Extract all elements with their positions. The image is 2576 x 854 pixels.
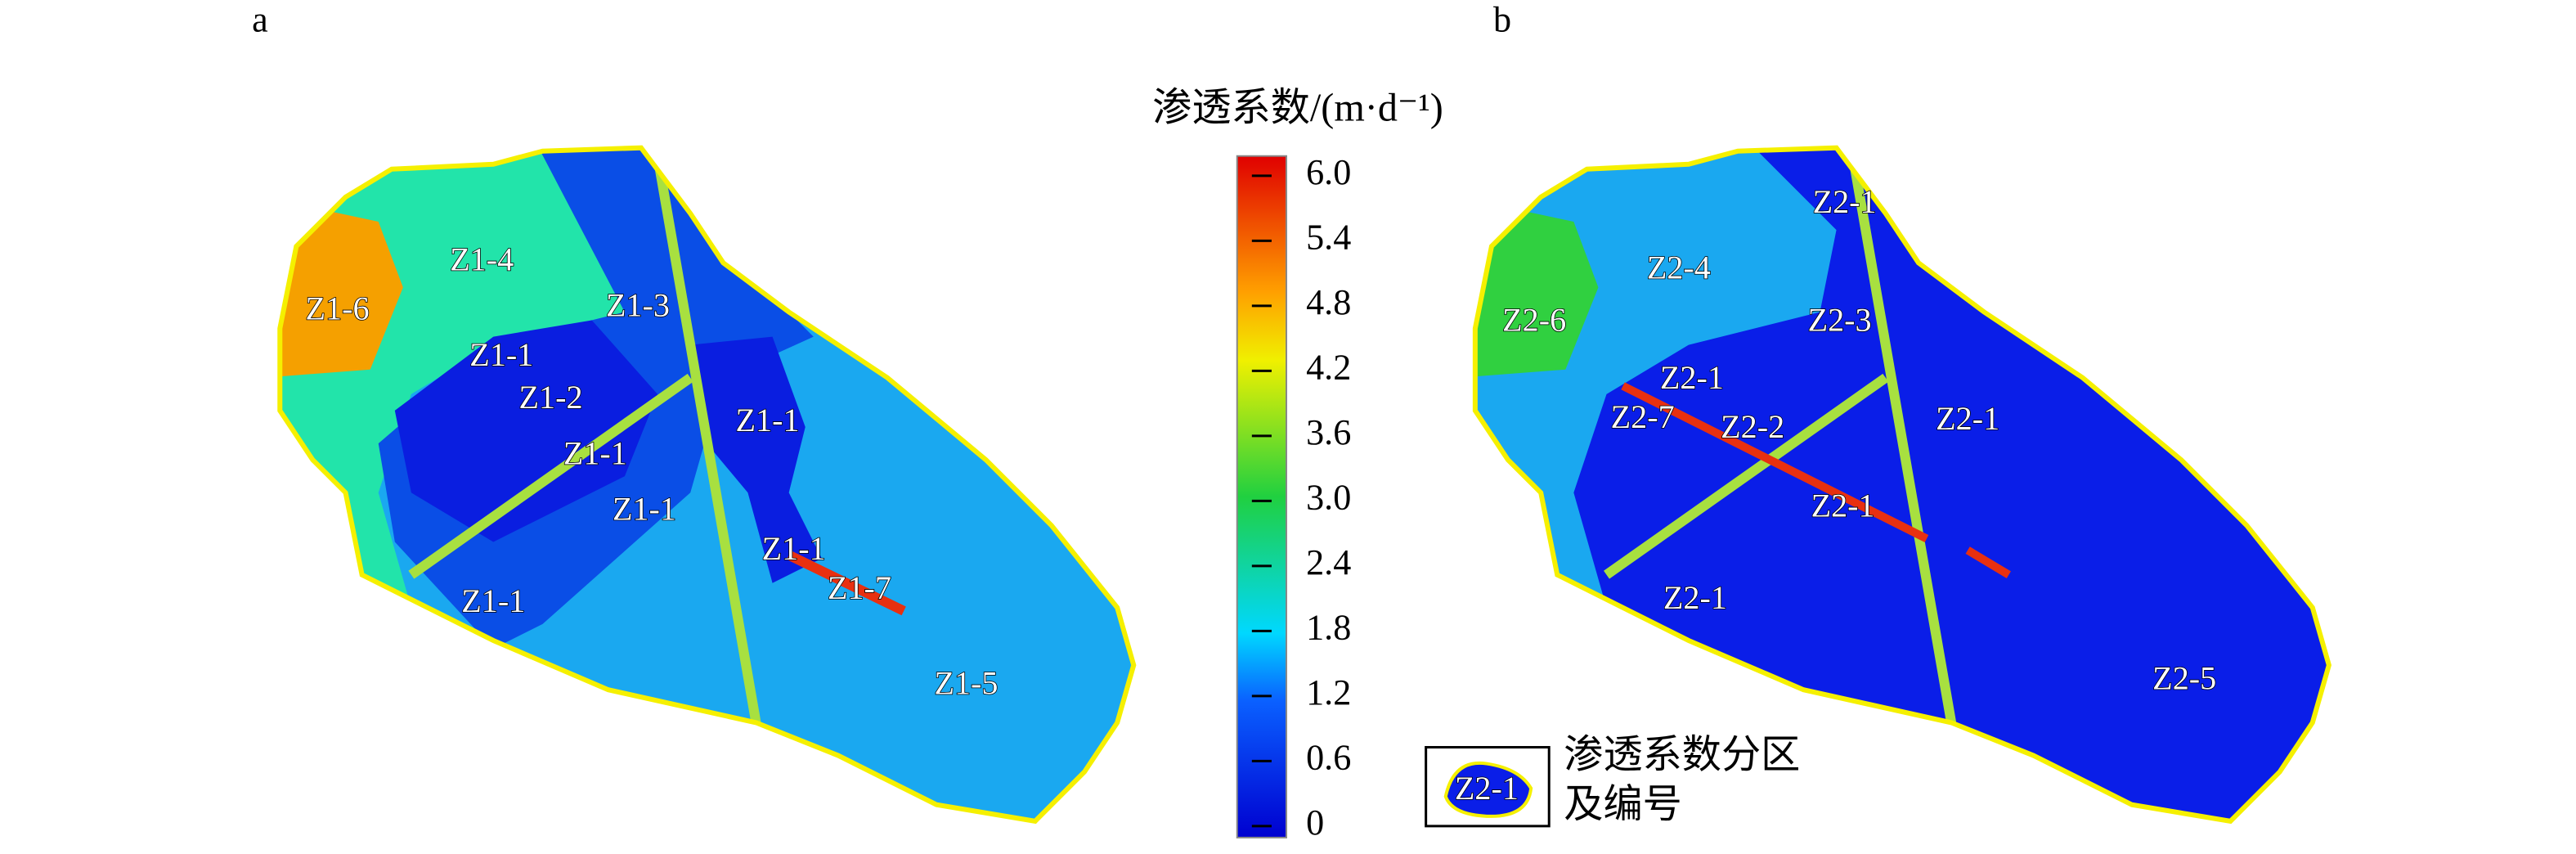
zone-label: Z1-4: [450, 240, 514, 277]
legend-sample: Z2-1: [1455, 770, 1519, 807]
zone-label: Z2-7: [1611, 398, 1675, 435]
tick-label: 1.8: [1306, 607, 1351, 647]
tick-label: 3.6: [1306, 412, 1351, 452]
zone-label: Z2-1: [1663, 579, 1727, 616]
tick-label: 4.2: [1306, 347, 1351, 387]
zone-label: Z2-3: [1808, 302, 1872, 339]
zone-label: Z2-2: [1721, 408, 1784, 445]
zone-label: Z1-1: [762, 530, 826, 567]
legend-text: 及编号: [1564, 783, 1682, 826]
zone-label: Z1-1: [563, 434, 627, 471]
zone-label: Z2-4: [1647, 249, 1711, 285]
zone-label: Z2-6: [1502, 302, 1566, 339]
zone-label: Z1-3: [606, 287, 670, 324]
zone-label: Z1-1: [613, 491, 676, 528]
legend-swatch: [1443, 761, 1533, 818]
colorbar-title: 渗透系数/(m·d⁻¹): [1152, 87, 1443, 130]
map-a: [277, 145, 1137, 825]
tick-label: 3.0: [1306, 477, 1351, 517]
tick-label: 0.6: [1306, 738, 1351, 778]
zone-label: Z1-7: [828, 569, 891, 606]
map-b: [1472, 145, 2332, 825]
zone-label: Z1-5: [934, 664, 998, 701]
zone-label: Z1-1: [736, 402, 800, 438]
panel-label: b: [1493, 0, 1511, 39]
zone-label: Z2-1: [1660, 359, 1724, 396]
tick-label: 1.2: [1306, 672, 1351, 712]
zone-label: Z2-5: [2152, 659, 2216, 696]
tick-label: 2.4: [1306, 542, 1351, 582]
zone-label: Z2-1: [1811, 488, 1875, 524]
tick-label: 6.0: [1306, 152, 1351, 192]
zone-label: Z2-1: [1813, 183, 1877, 220]
panel-label: a: [252, 0, 268, 39]
tick-label: 4.8: [1306, 282, 1351, 322]
zone-label: Z2-1: [1936, 400, 1999, 437]
legend-text: 渗透系数分区: [1564, 734, 1800, 777]
zone-label: Z1-1: [469, 336, 533, 373]
colorbar: [1236, 155, 1287, 838]
zone-label: Z1-1: [461, 582, 525, 619]
tick-label: 5.4: [1306, 217, 1351, 257]
zone-label: Z1-6: [306, 290, 370, 327]
tick-label: 0: [1306, 802, 1324, 843]
zone-label: Z1-2: [519, 379, 583, 416]
